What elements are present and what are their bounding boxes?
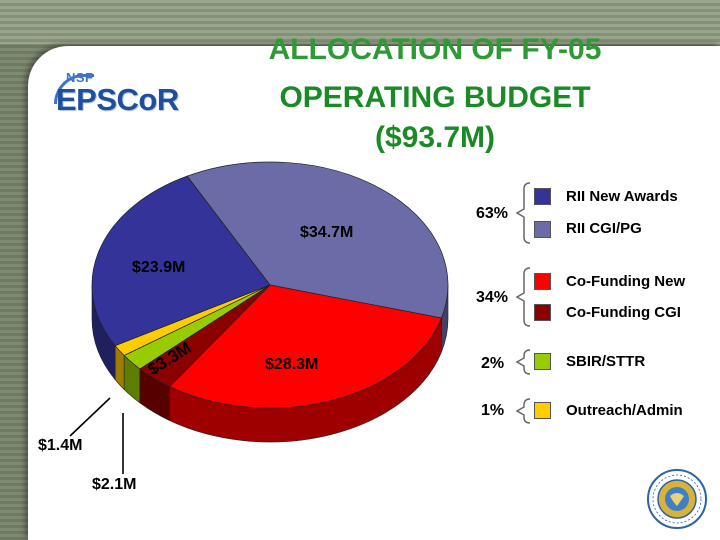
- legend-bracket-2: [515, 349, 531, 375]
- legend-bracket-34: [515, 267, 531, 327]
- legend-label-sbir: SBIR/STTR: [566, 353, 646, 370]
- legend-percent-2: 2%: [481, 355, 505, 372]
- title-line-3: ($93.7M): [374, 121, 496, 154]
- legend-swatch-sbir: [534, 353, 551, 370]
- pie-side-walls: [91, 284, 449, 443]
- pie-slice-rii-new-awards: [91, 175, 271, 347]
- legend-percent-34: 34%: [476, 289, 509, 306]
- legend-label-cofunding-cgi: Co-Funding CGI: [566, 304, 681, 321]
- legend-swatch-cofunding-cgi: [534, 304, 551, 321]
- slice-label-cofunding-new: $28.3M: [265, 356, 319, 373]
- slice-label-rii-cgi: $34.7M: [300, 224, 354, 241]
- legend-percent-63: 63%: [476, 205, 509, 222]
- slice-label-rii-new: $23.9M: [132, 259, 186, 276]
- legend-swatch-rii-new: [534, 188, 551, 205]
- top-background-band: [0, 0, 720, 44]
- legend-label-outreach: Outreach/Admin: [566, 402, 683, 419]
- nsf-seal-icon: [647, 469, 707, 529]
- legend-label-cofunding-new: Co-Funding New: [566, 273, 686, 290]
- legend-swatch-outreach: [534, 402, 551, 419]
- legend-bracket-63: [515, 182, 531, 244]
- logo-nsf-text: NSF: [66, 70, 94, 85]
- legend-swatch-cofunding-new: [534, 273, 551, 290]
- pie-slice-co-funding-new: [169, 284, 442, 409]
- leader-line-outreach: [69, 397, 111, 437]
- pie-slice-rii-cgi-pg: [186, 161, 449, 319]
- logo-brand-text: EPSCoR: [56, 82, 179, 117]
- epscor-logo: NSF EPSCoR: [54, 70, 194, 126]
- title-line-1: ALLOCATION OF FY-05: [268, 33, 602, 66]
- legend-bracket-1: [515, 398, 531, 424]
- legend-percent-1: 1%: [481, 402, 505, 419]
- slice-label-outreach: $1.4M: [38, 437, 83, 454]
- legend-label-rii-new: RII New Awards: [566, 188, 678, 205]
- legend-swatch-rii-cgi: [534, 221, 551, 238]
- legend-label-rii-cgi: RII CGI/PG: [566, 220, 642, 237]
- slice-label-sbir: $2.1M: [92, 476, 137, 493]
- title-line-2: OPERATING BUDGET: [279, 81, 591, 114]
